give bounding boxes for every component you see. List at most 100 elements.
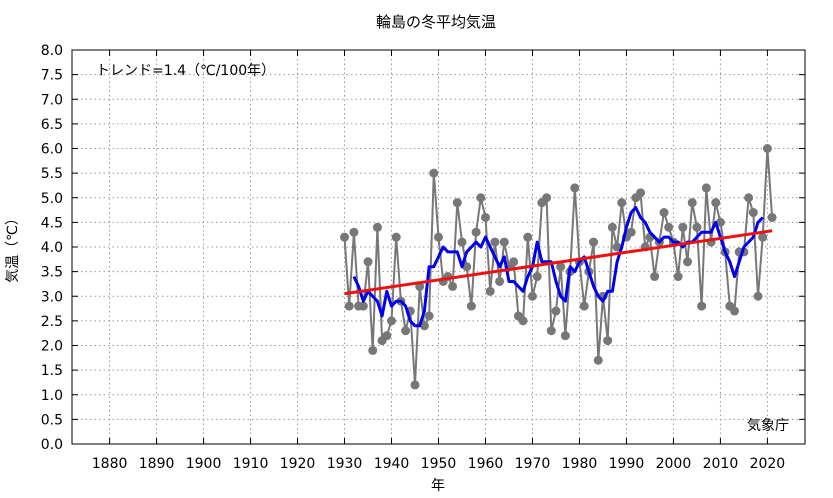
annual-data-point: [490, 237, 500, 247]
annual-data-point: [434, 232, 443, 242]
y-tick-label: 0.5: [41, 412, 63, 428]
x-tick-label: 1990: [609, 456, 645, 472]
annual-data-point: [678, 222, 688, 232]
trend-line: [344, 229, 773, 296]
annual-data-point: [753, 291, 763, 301]
annual-data-point: [424, 311, 434, 321]
y-tick-label: 7.0: [41, 92, 63, 108]
annual-data-point: [664, 222, 674, 232]
annual-data-point: [659, 208, 669, 218]
annual-data-point: [485, 286, 495, 296]
x-tick-label: 2000: [656, 456, 692, 472]
annual-data-point: [697, 301, 707, 311]
annual-data-point: [527, 291, 537, 301]
y-tick-label: 7.5: [41, 68, 63, 84]
annual-data-point: [650, 272, 660, 282]
y-axis-label: 気温（℃）: [5, 211, 21, 283]
annual-data-point: [452, 198, 462, 208]
x-tick-label: 1940: [374, 456, 410, 472]
annual-data-point: [419, 321, 429, 331]
annual-data-point: [758, 232, 768, 242]
annual-data-point: [382, 331, 392, 341]
annual-data-point: [556, 262, 566, 272]
annual-data-point: [560, 331, 570, 341]
x-tick-label: 2010: [703, 456, 739, 472]
x-tick-label: 1960: [468, 456, 504, 472]
annual-data-point: [692, 222, 702, 232]
annual-data-point: [683, 257, 693, 267]
annual-data-point: [466, 301, 476, 311]
y-tick-label: 4.5: [41, 215, 63, 231]
data-series: [340, 144, 777, 390]
x-tick-label: 1980: [562, 456, 598, 472]
y-tick-label: 4.0: [41, 240, 63, 256]
annual-data-point: [711, 198, 721, 208]
trend-label: トレンド=1.4（℃/100年）: [96, 63, 275, 79]
annual-data-point: [551, 306, 561, 316]
x-axis-label: 年: [431, 478, 445, 494]
x-tick-label: 2020: [750, 456, 786, 472]
x-tick-label: 1950: [421, 456, 457, 472]
y-tick-label: 0.0: [41, 437, 63, 453]
annual-data-point: [612, 242, 622, 252]
annual-data-point: [410, 380, 420, 390]
y-tick-label: 2.5: [41, 314, 63, 330]
y-tick-label: 8.0: [41, 43, 63, 59]
annual-data-point: [462, 262, 472, 272]
annual-data-point: [471, 227, 481, 237]
annual-data-point: [715, 217, 725, 227]
annual-data-point: [744, 193, 754, 203]
annual-data-point: [701, 183, 711, 193]
grid-lines: [72, 50, 805, 444]
x-tick-label: 1910: [233, 456, 269, 472]
annual-data-point: [523, 232, 533, 242]
annual-data-point: [617, 198, 627, 208]
y-tick-label: 6.5: [41, 117, 63, 133]
annual-data-point: [363, 257, 373, 267]
plot-frame: [71, 49, 806, 445]
annual-data-point: [603, 336, 613, 346]
annual-data-point: [767, 212, 777, 222]
annual-data-point: [518, 316, 528, 326]
source-label: 気象庁: [747, 418, 789, 434]
annual-data-point: [387, 316, 397, 326]
annual-data-point: [509, 257, 519, 267]
annual-data-point: [762, 144, 772, 153]
annual-data-point: [448, 281, 458, 291]
annual-data-point: [673, 272, 683, 282]
annual-data-point: [748, 208, 758, 218]
annual-data-point: [570, 183, 580, 193]
annual-data-point: [349, 227, 359, 237]
annual-data-point: [429, 168, 439, 178]
annual-data-point: [593, 355, 603, 365]
x-tick-label: 1900: [186, 456, 222, 472]
axis-ticks: 0.0 0.5 1.0 1.5 2.0 2.5 3.0 3.5 4.0 4.5 5.0 5.5 6.0 6…: [41, 43, 805, 472]
annual-data-point: [546, 326, 556, 336]
y-tick-label: 3.0: [41, 289, 63, 305]
annual-data-point: [607, 222, 617, 232]
annual-data-point: [687, 198, 697, 208]
moving-average-line: [352, 206, 764, 328]
annual-data-point: [542, 193, 552, 203]
annual-data-point: [476, 193, 486, 203]
chart-title: 輪島の冬平均気温: [376, 13, 496, 31]
y-tick-label: 2.0: [41, 339, 63, 355]
x-tick-label: 1970: [515, 456, 551, 472]
annual-data-point: [391, 232, 401, 242]
annual-data-point: [636, 188, 646, 198]
annual-data-point: [368, 345, 378, 355]
annual-data-point: [495, 276, 505, 286]
annual-data-point: [589, 237, 599, 247]
annual-data-point: [344, 301, 354, 311]
annual-data-point: [480, 212, 490, 222]
y-tick-label: 5.0: [41, 191, 63, 207]
y-tick-label: 6.0: [41, 142, 63, 158]
annual-data-point: [626, 227, 636, 237]
x-tick-label: 1890: [139, 456, 175, 472]
annual-data-point: [340, 232, 350, 242]
annual-data-point: [532, 272, 542, 282]
annual-data-point: [730, 306, 740, 316]
y-tick-label: 3.5: [41, 265, 63, 281]
x-tick-label: 1920: [280, 456, 316, 472]
